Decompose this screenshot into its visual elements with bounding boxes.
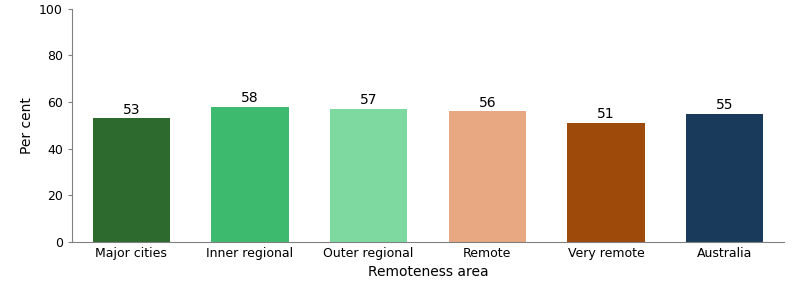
- Text: 53: 53: [122, 103, 140, 117]
- Bar: [211, 107, 289, 242]
- Bar: [567, 123, 645, 242]
- Text: 58: 58: [241, 91, 259, 105]
- Text: 57: 57: [360, 93, 378, 107]
- X-axis label: Remoteness area: Remoteness area: [368, 265, 488, 279]
- Bar: [330, 109, 407, 242]
- Bar: [686, 114, 763, 242]
- Y-axis label: Per cent: Per cent: [19, 97, 34, 154]
- Text: 55: 55: [716, 98, 734, 112]
- Text: 56: 56: [478, 96, 496, 109]
- Text: 51: 51: [597, 107, 615, 121]
- Bar: [449, 112, 526, 242]
- Bar: [93, 118, 170, 242]
